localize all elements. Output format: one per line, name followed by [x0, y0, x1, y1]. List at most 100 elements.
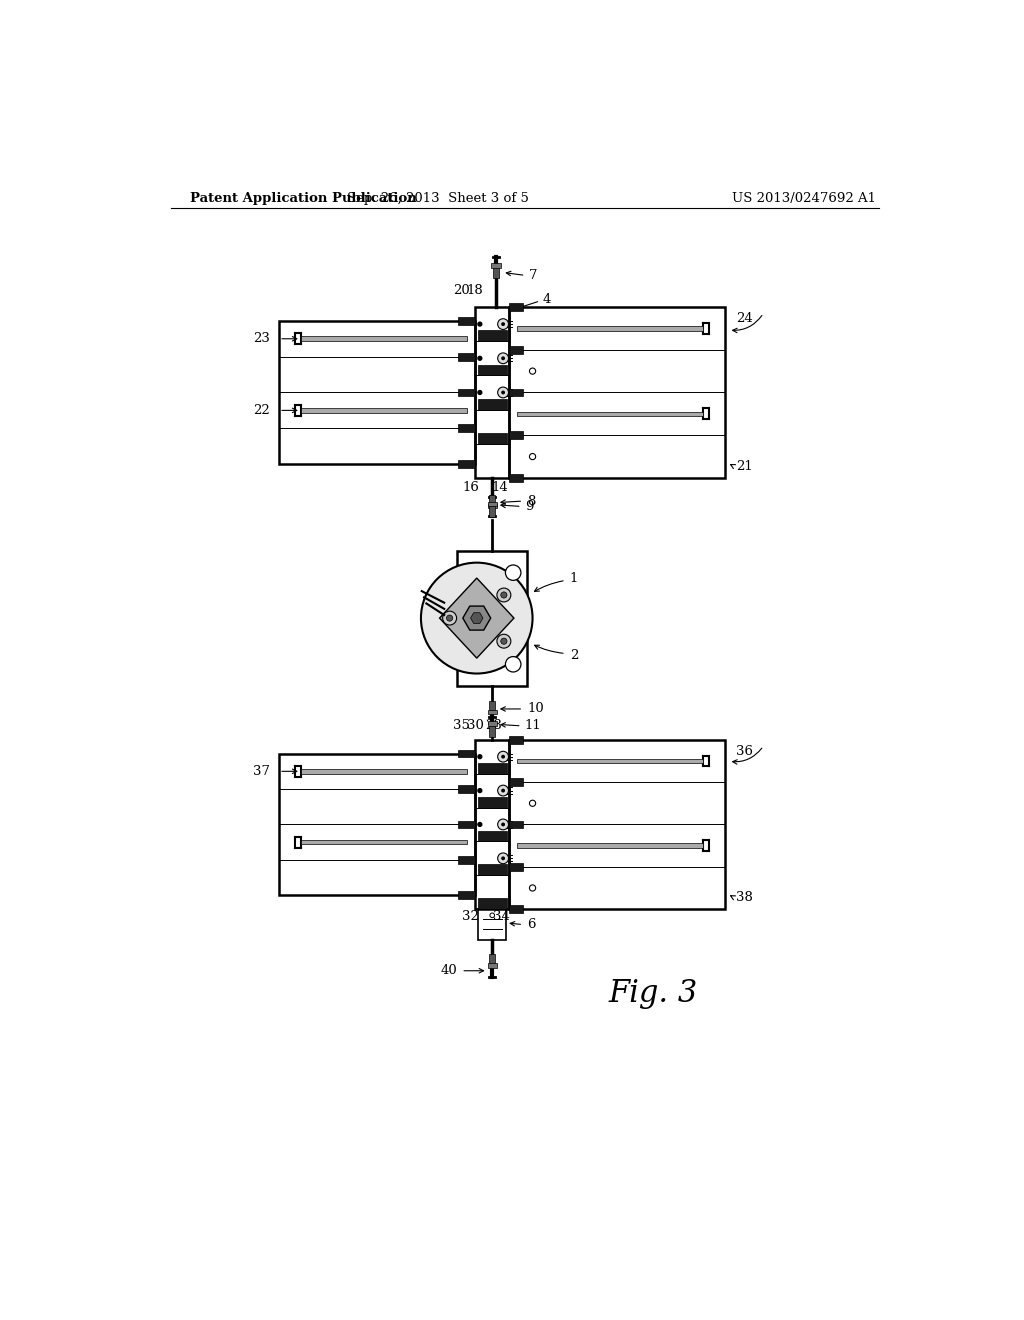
Circle shape — [421, 562, 532, 673]
Bar — [280, 754, 475, 895]
Bar — [477, 899, 507, 909]
Bar — [478, 909, 506, 940]
Circle shape — [501, 638, 507, 644]
Text: 24: 24 — [736, 312, 753, 325]
Bar — [509, 779, 523, 785]
Bar — [487, 504, 497, 508]
Text: 4: 4 — [543, 293, 551, 306]
Bar — [489, 726, 496, 737]
Bar — [458, 352, 475, 360]
Circle shape — [478, 356, 481, 360]
Bar — [477, 364, 507, 375]
Text: 35: 35 — [453, 719, 470, 733]
Text: 21: 21 — [736, 459, 753, 473]
Bar — [301, 770, 467, 774]
Bar — [509, 304, 523, 312]
Bar — [458, 552, 527, 686]
Polygon shape — [439, 578, 514, 659]
Bar — [475, 308, 509, 478]
Circle shape — [529, 800, 536, 807]
Text: 34: 34 — [494, 911, 510, 924]
Circle shape — [501, 591, 507, 598]
Text: 16: 16 — [462, 480, 479, 494]
Bar — [458, 821, 475, 829]
Bar — [458, 857, 475, 863]
Circle shape — [478, 755, 481, 759]
Text: 1: 1 — [569, 572, 579, 585]
Circle shape — [498, 751, 509, 762]
Bar — [458, 891, 475, 899]
Bar — [517, 326, 703, 331]
Circle shape — [478, 322, 481, 326]
Circle shape — [501, 755, 505, 759]
Bar — [509, 863, 523, 871]
Text: Sep. 26, 2013  Sheet 3 of 5: Sep. 26, 2013 Sheet 3 of 5 — [347, 191, 529, 205]
Bar — [458, 425, 475, 432]
Text: 23: 23 — [253, 333, 270, 346]
Text: Patent Application Publication: Patent Application Publication — [190, 191, 417, 205]
Text: 7: 7 — [528, 269, 538, 282]
Circle shape — [498, 818, 509, 830]
Circle shape — [497, 589, 511, 602]
Bar — [280, 321, 475, 465]
Text: 10: 10 — [527, 702, 544, 715]
Text: Fig. 3: Fig. 3 — [608, 978, 697, 1010]
Bar — [487, 502, 497, 507]
Bar — [477, 763, 507, 774]
Bar — [477, 399, 507, 409]
Bar — [477, 865, 507, 875]
Circle shape — [498, 853, 509, 863]
Bar — [509, 346, 523, 354]
Text: 14: 14 — [492, 480, 508, 494]
Bar — [492, 263, 501, 268]
Circle shape — [478, 822, 481, 826]
Text: 32: 32 — [462, 911, 479, 924]
Circle shape — [506, 656, 521, 672]
Circle shape — [478, 391, 481, 395]
Text: 2: 2 — [569, 648, 579, 661]
Circle shape — [529, 884, 536, 891]
Bar — [301, 337, 467, 341]
Bar — [458, 388, 475, 396]
Bar — [517, 759, 703, 763]
Bar — [301, 408, 467, 413]
Circle shape — [498, 352, 509, 364]
Bar — [509, 821, 523, 829]
Bar — [509, 308, 725, 478]
Bar — [487, 964, 497, 968]
Circle shape — [501, 822, 505, 826]
Circle shape — [501, 391, 505, 395]
Text: 20: 20 — [453, 284, 470, 297]
Bar — [509, 474, 523, 482]
Bar — [301, 840, 467, 845]
Bar — [477, 830, 507, 841]
Circle shape — [506, 565, 521, 581]
Bar — [489, 701, 496, 710]
Circle shape — [498, 318, 509, 330]
Bar — [509, 906, 523, 913]
Circle shape — [498, 785, 509, 796]
Text: 6: 6 — [527, 917, 536, 931]
Circle shape — [529, 368, 536, 374]
Bar — [517, 412, 703, 416]
Polygon shape — [463, 606, 490, 630]
Bar — [509, 432, 523, 440]
Circle shape — [501, 857, 505, 861]
Circle shape — [529, 454, 536, 459]
Text: 18: 18 — [467, 284, 483, 297]
Circle shape — [446, 615, 453, 622]
Circle shape — [442, 611, 457, 626]
Circle shape — [489, 913, 495, 917]
Bar — [477, 433, 507, 444]
Circle shape — [498, 387, 509, 397]
Bar — [458, 785, 475, 793]
Bar — [517, 843, 703, 847]
Bar — [509, 388, 523, 396]
Bar — [489, 495, 496, 504]
Circle shape — [478, 788, 481, 792]
Bar — [489, 954, 496, 964]
Bar — [477, 330, 507, 341]
Text: 40: 40 — [440, 964, 458, 977]
Text: 9: 9 — [524, 500, 534, 513]
Text: 28: 28 — [485, 719, 502, 733]
